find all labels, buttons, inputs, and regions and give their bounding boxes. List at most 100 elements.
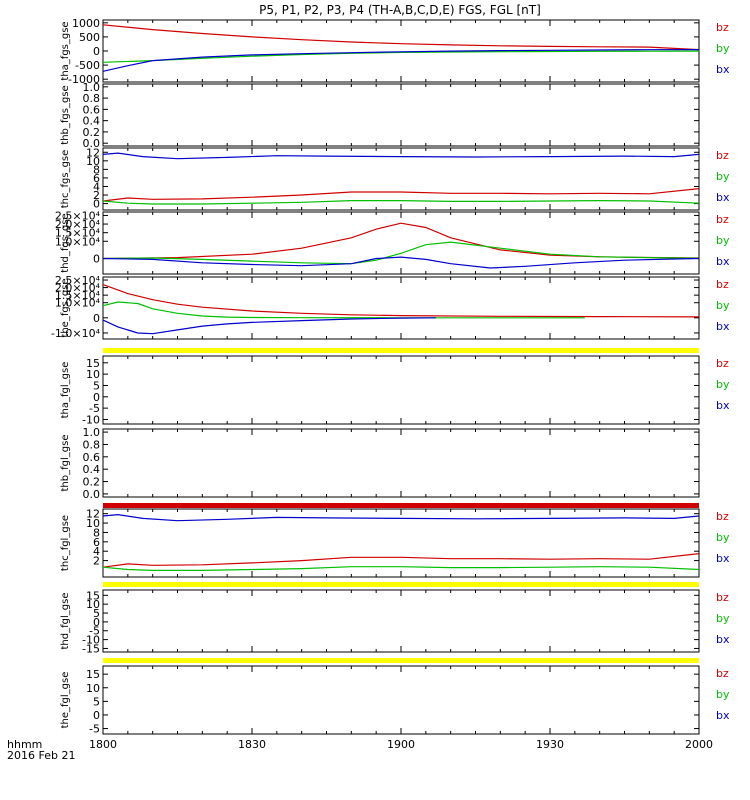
x-tick-label: 1830: [238, 738, 266, 751]
legend-bz: bz: [716, 21, 729, 34]
legend-bz: bz: [716, 667, 729, 680]
y-tick-label: 1.5×10⁴: [55, 227, 101, 240]
series-line-by: [102, 199, 700, 205]
y-tick-label: 0.4: [83, 115, 101, 128]
panel-frame: [102, 589, 700, 653]
y-tick-label: 8: [93, 163, 100, 176]
legend-by: by: [716, 531, 730, 544]
y-tick-label: 1000: [72, 17, 100, 30]
legend-bz: bz: [716, 278, 729, 291]
y-tick-label: -10: [82, 634, 100, 647]
y-tick-label: 0: [93, 198, 100, 211]
y-axis-label: tha_fgs_gse: [60, 21, 71, 80]
y-tick-label: 2: [93, 555, 100, 568]
time-label: hhmm: [7, 738, 42, 751]
flag-bar: [103, 503, 699, 508]
series-line-bz: [102, 24, 700, 51]
y-tick-label: 0.8: [83, 438, 101, 451]
panel-frame: [102, 428, 700, 498]
legend-by: by: [716, 612, 730, 625]
y-axis-label: thd_fgl_gse: [60, 593, 71, 650]
legend-by: by: [716, 234, 730, 247]
y-tick-label: -500: [75, 59, 100, 72]
y-tick-label: 10: [86, 682, 100, 695]
legend-by: by: [716, 688, 730, 701]
y-tick-label: -1.0×10⁴: [51, 327, 101, 340]
y-tick-label: 15: [86, 668, 100, 681]
flag-bar: [103, 348, 699, 353]
x-tick-label: 1900: [387, 738, 415, 751]
series-line-bx: [102, 152, 700, 160]
y-tick-label: 5: [93, 379, 100, 392]
series-line-bz: [102, 188, 700, 202]
series-line-bx: [102, 317, 436, 335]
y-tick-label: 0: [93, 616, 100, 629]
y-tick-label: 5: [93, 695, 100, 708]
flag-bar: [103, 582, 699, 587]
y-axis-label: the_fgs_gse: [60, 278, 71, 337]
y-axis-label: tha_fgl_gse: [60, 362, 71, 419]
y-axis-label: thd_fgs_gse: [60, 213, 71, 272]
series-line-by: [102, 50, 700, 63]
y-tick-label: 0.8: [83, 92, 101, 105]
x-tick-label: 2000: [685, 738, 713, 751]
y-tick-label: 4: [93, 180, 100, 193]
y-tick-label: 15: [86, 589, 100, 602]
series-line-by: [102, 241, 700, 265]
y-tick-label: -5: [89, 625, 100, 638]
y-tick-label: 1.0: [83, 426, 101, 439]
y-tick-label: -5: [89, 402, 100, 415]
flag-bar: [103, 658, 699, 663]
y-tick-label: 2.0×10⁴: [55, 282, 101, 295]
y-tick-label: 0.6: [83, 451, 101, 464]
y-tick-label: -5: [89, 723, 100, 736]
panel-frame: [102, 83, 700, 147]
y-tick-label: 0.6: [83, 103, 101, 116]
date-label: 2016 Feb 21: [7, 749, 75, 762]
y-tick-label: 10: [86, 155, 100, 168]
y-tick-label: 10: [86, 598, 100, 611]
y-tick-label: 0.0: [83, 488, 101, 501]
y-tick-label: -1000: [68, 73, 100, 86]
series-line-bx: [102, 48, 700, 72]
legend-bz: bz: [716, 591, 729, 604]
panel-frame: [102, 211, 700, 275]
y-tick-label: 2.0×10⁴: [55, 218, 101, 231]
y-tick-label: 12: [86, 508, 100, 521]
y-tick-label: 2.5×10⁴: [55, 274, 101, 287]
legend-by: by: [716, 378, 730, 391]
y-tick-label: 1.0×10⁴: [55, 297, 101, 310]
series-line-by: [102, 566, 700, 572]
y-tick-label: 1.0×10⁴: [55, 235, 101, 248]
y-axis-label: the_fgl_gse: [60, 672, 71, 729]
legend-bz: bz: [716, 149, 729, 162]
legend-bx: bx: [716, 63, 730, 76]
y-axis-label: thc_fgs_gse: [60, 150, 71, 209]
y-tick-label: -10: [82, 413, 100, 426]
legend-bx: bx: [716, 255, 730, 268]
y-axis-label: thc_fgl_gse: [60, 515, 71, 571]
y-tick-label: 8: [93, 526, 100, 539]
y-tick-label: 6: [93, 172, 100, 185]
legend-bz: bz: [716, 357, 729, 370]
y-tick-label: 0.0: [83, 137, 101, 150]
y-tick-label: 5: [93, 607, 100, 620]
legend-bx: bx: [716, 709, 730, 722]
panel-frame: [102, 665, 700, 735]
y-tick-label: 0: [93, 253, 100, 266]
legend-by: by: [716, 42, 730, 55]
legend-bx: bx: [716, 320, 730, 333]
y-tick-label: 6: [93, 536, 100, 549]
y-tick-label: -15: [82, 642, 100, 655]
series-line-bz: [102, 553, 700, 568]
legend-bz: bz: [716, 213, 729, 226]
y-tick-label: 4: [93, 545, 100, 558]
y-tick-label: 0: [93, 312, 100, 325]
legend-bx: bx: [716, 399, 730, 412]
y-axis-label: thb_fgs_gse: [60, 85, 71, 144]
y-tick-label: 1.0: [83, 81, 101, 94]
legend-bx: bx: [716, 633, 730, 646]
panel-frame: [102, 355, 700, 425]
